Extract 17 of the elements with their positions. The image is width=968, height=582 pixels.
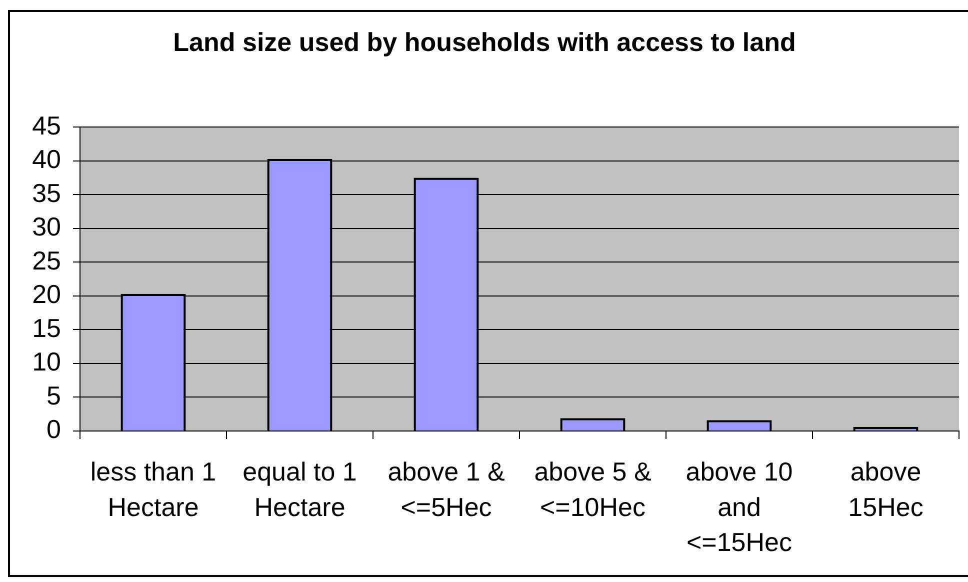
y-tick-label: 10 [32,346,61,377]
y-tick-label: 30 [32,212,61,242]
x-tick-label: above 1 & <=5Hec [388,456,505,522]
y-tick-label: 45 [32,110,61,140]
x-tick-label: above 15Hec [848,456,924,522]
y-tick-label: 5 [46,380,61,410]
x-tick-label: above 10 and <=15Hec [686,456,793,557]
y-tick-label: 25 [32,245,61,276]
y-tick-label: 40 [32,144,61,174]
chart-title: Land size used by households with access to land [173,26,796,57]
y-tick-label: 20 [32,279,61,310]
y-tick-label: 15 [32,312,61,343]
x-tick-label: above 5 & <=10Hec [534,456,652,522]
x-tick-label: less than 1 Hectare [90,456,216,522]
x-tick-label: equal to 1 Hectare [242,456,357,522]
y-tick-label: 35 [32,178,61,208]
y-tick-label: 0 [46,414,61,444]
